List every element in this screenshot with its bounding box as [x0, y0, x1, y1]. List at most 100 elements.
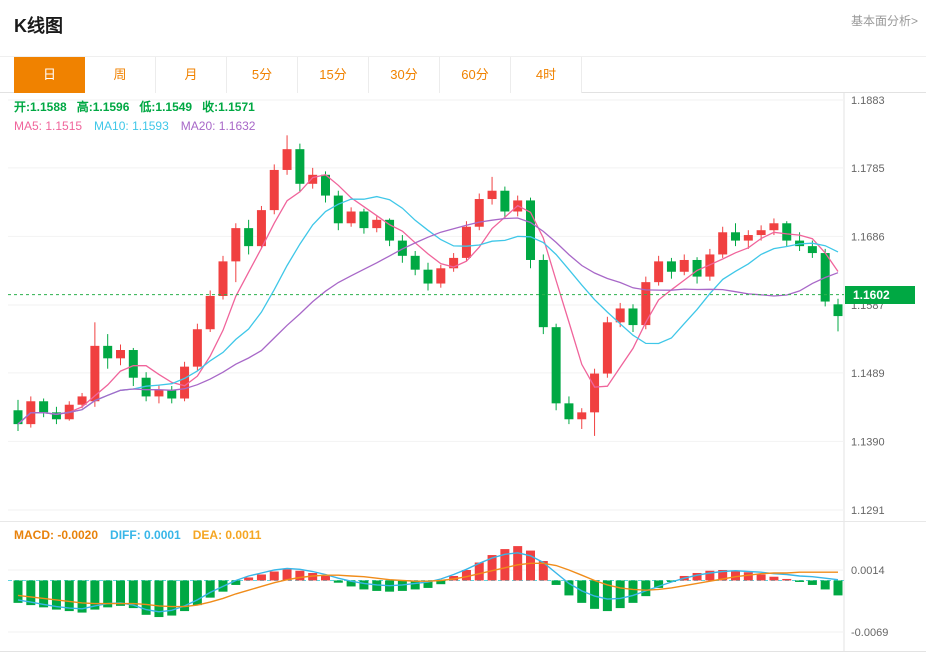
candle-body	[487, 190, 497, 200]
macd-bar	[256, 574, 266, 581]
macd-bar	[346, 580, 356, 587]
current-price-tag: 1.1602	[845, 286, 915, 304]
y-axis-label: 1.1785	[851, 163, 885, 175]
macd-bar	[795, 580, 805, 582]
tab-15min[interactable]: 15分	[298, 57, 369, 93]
candle-body	[90, 345, 100, 402]
macd-bar	[333, 580, 343, 583]
macd-bar	[743, 572, 753, 581]
candle-body	[77, 396, 87, 405]
candle-body	[474, 199, 484, 227]
macd-bar	[692, 572, 702, 581]
candle-body	[103, 345, 113, 359]
candle-body	[628, 308, 638, 326]
candle-body	[128, 350, 138, 378]
candle-body	[654, 261, 664, 283]
candle-body	[449, 257, 459, 269]
candle-body	[731, 232, 740, 241]
macd-bar	[782, 578, 792, 581]
candle-body	[551, 327, 561, 404]
macd-bar	[128, 580, 138, 609]
candle-body	[641, 282, 651, 326]
macd-bar	[423, 580, 433, 588]
candle-body	[423, 269, 433, 284]
macd-bar	[410, 580, 420, 590]
macd-legend: MACD: -0.0020 DIFF: 0.0001 DEA: 0.0011	[14, 528, 261, 542]
tab-30min[interactable]: 30分	[369, 57, 440, 93]
macd-bar	[513, 546, 523, 581]
candle-body	[461, 226, 471, 258]
tab-4hour[interactable]: 4时	[511, 57, 582, 93]
timeframe-tabs: 日 周 月 5分 15分 30分 60分 4时	[0, 56, 926, 93]
macd-bar	[602, 580, 612, 612]
ma20-value: MA20: 1.1632	[180, 119, 256, 133]
macd-bar	[359, 580, 369, 590]
macd-bar	[666, 580, 676, 582]
candle-body	[167, 389, 177, 399]
macd-bar	[103, 580, 113, 608]
tab-60min[interactable]: 60分	[440, 57, 511, 93]
ma5-value: MA5: 1.1515	[14, 119, 83, 133]
candle-body	[692, 259, 702, 277]
macd-bar	[538, 561, 548, 581]
macd-bar	[641, 580, 651, 597]
macd-bar	[615, 580, 625, 609]
candle-body	[718, 232, 728, 255]
tab-day[interactable]: 日	[14, 57, 85, 93]
candle-body	[602, 322, 612, 374]
y-axis-label: 1.1291	[851, 505, 885, 517]
macd-bar	[551, 580, 561, 585]
tab-week[interactable]: 周	[85, 57, 156, 93]
tab-5min[interactable]: 5分	[227, 57, 298, 93]
candle-body	[782, 223, 792, 241]
macd-bar	[295, 570, 305, 581]
close-value: 收:1.1571	[202, 100, 255, 114]
candle-body	[295, 149, 305, 184]
candle-body	[154, 389, 164, 397]
low-value: 低:1.1549	[139, 100, 193, 114]
candle-body	[679, 259, 689, 272]
candle-body	[282, 149, 292, 170]
candle-body	[526, 200, 535, 260]
candle-body	[269, 169, 279, 211]
macd-bar	[756, 574, 766, 581]
macd-bar	[564, 580, 574, 596]
macd-diff-line	[17, 552, 839, 613]
candle-body	[321, 174, 330, 196]
macd-bar	[244, 577, 254, 581]
tab-month[interactable]: 月	[156, 57, 227, 93]
macd-bar	[231, 580, 241, 585]
macd-bar	[282, 569, 292, 581]
macd-bar	[500, 549, 510, 581]
macd-bar	[461, 570, 471, 581]
candle-body	[385, 219, 395, 241]
macd-bar	[487, 555, 497, 581]
macd-value: MACD: -0.0020	[14, 528, 99, 542]
fundamental-analysis-link[interactable]: 基本面分析>	[850, 14, 918, 28]
candle-body	[833, 304, 843, 317]
candle-body	[615, 308, 625, 323]
candle-body	[116, 350, 125, 359]
macd-axis-label: -0.0069	[851, 627, 888, 639]
ohlc-legend: 开:1.1588 高:1.1596 低:1.1549 收:1.1571	[14, 98, 255, 115]
candle-body	[743, 235, 753, 241]
macd-bar	[116, 580, 125, 606]
open-value: 开:1.1588	[14, 100, 67, 114]
candle-body	[564, 403, 574, 420]
macd-bar	[397, 580, 407, 591]
macd-bar	[449, 575, 459, 581]
macd-bar	[820, 580, 830, 590]
macd-dea-line	[17, 562, 838, 608]
ma-line-ma5	[17, 173, 839, 425]
macd-bar	[628, 580, 638, 603]
candle-body	[410, 255, 420, 270]
candle-body	[308, 174, 318, 184]
macd-axis-label: 0.0014	[851, 565, 885, 577]
macd-bar	[526, 550, 535, 581]
candle-body	[577, 412, 587, 420]
macd-bar	[77, 580, 87, 613]
candle-body	[500, 190, 510, 212]
macd-bar	[26, 580, 36, 606]
candle-body	[436, 268, 446, 284]
macd-bar	[13, 580, 23, 603]
